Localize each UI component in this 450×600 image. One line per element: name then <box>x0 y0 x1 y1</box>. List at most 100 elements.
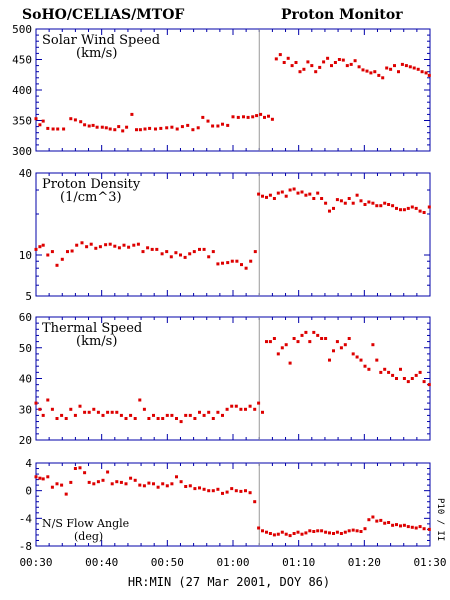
y-tick-label: 10 <box>19 249 32 262</box>
data-point <box>148 126 152 130</box>
x-tick-label: 01:00 <box>216 556 249 569</box>
data-point <box>192 250 196 254</box>
data-point <box>141 250 145 254</box>
data-point <box>267 114 270 118</box>
data-point <box>292 187 296 191</box>
data-point <box>100 125 104 129</box>
data-point <box>265 530 268 534</box>
data-point <box>276 352 280 356</box>
data-point <box>387 203 391 206</box>
data-point <box>412 66 416 70</box>
data-point <box>312 197 316 200</box>
data-point <box>318 65 322 69</box>
data-point <box>179 253 182 257</box>
data-point <box>124 417 128 420</box>
data-point <box>387 370 391 374</box>
data-point <box>184 485 188 488</box>
data-point <box>216 487 220 491</box>
data-point <box>174 251 178 255</box>
data-point <box>308 529 312 533</box>
data-point <box>410 525 414 529</box>
x-axis-label: HR:MIN (27 Mar 2001, DOY 86) <box>128 575 330 589</box>
data-point <box>427 383 431 387</box>
data-point <box>427 205 431 209</box>
data-point <box>188 252 192 256</box>
data-point <box>234 489 238 493</box>
panel-title: Proton Density <box>42 177 141 192</box>
data-point <box>261 194 264 198</box>
data-point <box>328 358 331 362</box>
data-point <box>280 190 284 194</box>
data-point <box>371 201 375 205</box>
left-title: SoHO/CELIAS/MTOF <box>22 7 184 23</box>
data-point <box>379 370 383 374</box>
data-point <box>422 211 426 214</box>
data-point <box>363 203 367 206</box>
data-point <box>50 485 54 489</box>
data-point <box>363 527 367 531</box>
data-point <box>46 475 50 479</box>
data-point <box>391 523 395 527</box>
panel-1: 300 350 400 450 500 Solar Wind Speed(km/s) <box>12 23 431 158</box>
data-point <box>83 471 87 475</box>
data-point <box>115 480 119 484</box>
y-tick-label: 60 <box>19 311 32 324</box>
data-point <box>308 340 312 344</box>
data-point <box>400 62 404 66</box>
x-tick-label: 01:10 <box>282 556 315 569</box>
data-point <box>296 530 300 534</box>
data-point <box>165 484 169 488</box>
data-point <box>211 489 215 493</box>
data-point <box>355 529 359 533</box>
data-point <box>304 531 308 535</box>
data-point <box>395 377 398 380</box>
data-point <box>304 330 308 334</box>
data-point <box>320 337 324 340</box>
data-point <box>296 191 300 195</box>
y-tick-label: 5 <box>25 290 32 303</box>
data-point <box>397 70 400 74</box>
data-point <box>198 247 201 251</box>
y-tick-label: 20 <box>19 434 32 447</box>
y-tick-label: 400 <box>12 84 32 97</box>
data-point <box>351 201 355 205</box>
data-point <box>146 246 150 250</box>
data-point <box>367 518 371 522</box>
data-point <box>328 209 331 213</box>
data-point <box>242 115 245 119</box>
data-point <box>225 490 229 494</box>
data-point <box>302 67 306 71</box>
data-point <box>343 530 347 534</box>
data-point <box>169 255 173 259</box>
data-point <box>268 193 272 197</box>
data-point <box>165 250 169 254</box>
data-point <box>91 123 95 127</box>
data-point <box>96 410 100 414</box>
data-point <box>280 530 284 534</box>
data-point <box>165 413 169 417</box>
data-point <box>288 188 292 192</box>
data-point <box>234 404 238 408</box>
data-point <box>391 373 395 377</box>
data-point <box>69 407 73 411</box>
data-point <box>324 337 328 340</box>
data-point <box>294 61 298 64</box>
data-point <box>78 466 82 470</box>
data-point <box>211 124 215 128</box>
data-point <box>391 204 395 208</box>
data-point <box>257 192 261 196</box>
data-point <box>357 65 361 69</box>
data-point <box>332 532 335 535</box>
data-point <box>161 417 165 420</box>
data-point <box>261 410 264 414</box>
data-point <box>351 528 355 532</box>
data-point <box>56 127 60 131</box>
data-point <box>406 206 410 210</box>
data-point <box>34 475 38 479</box>
data-point <box>236 115 240 119</box>
data-point <box>89 242 93 246</box>
data-point <box>361 68 365 72</box>
data-point <box>110 482 114 486</box>
data-point <box>240 263 243 267</box>
data-point <box>248 491 252 495</box>
